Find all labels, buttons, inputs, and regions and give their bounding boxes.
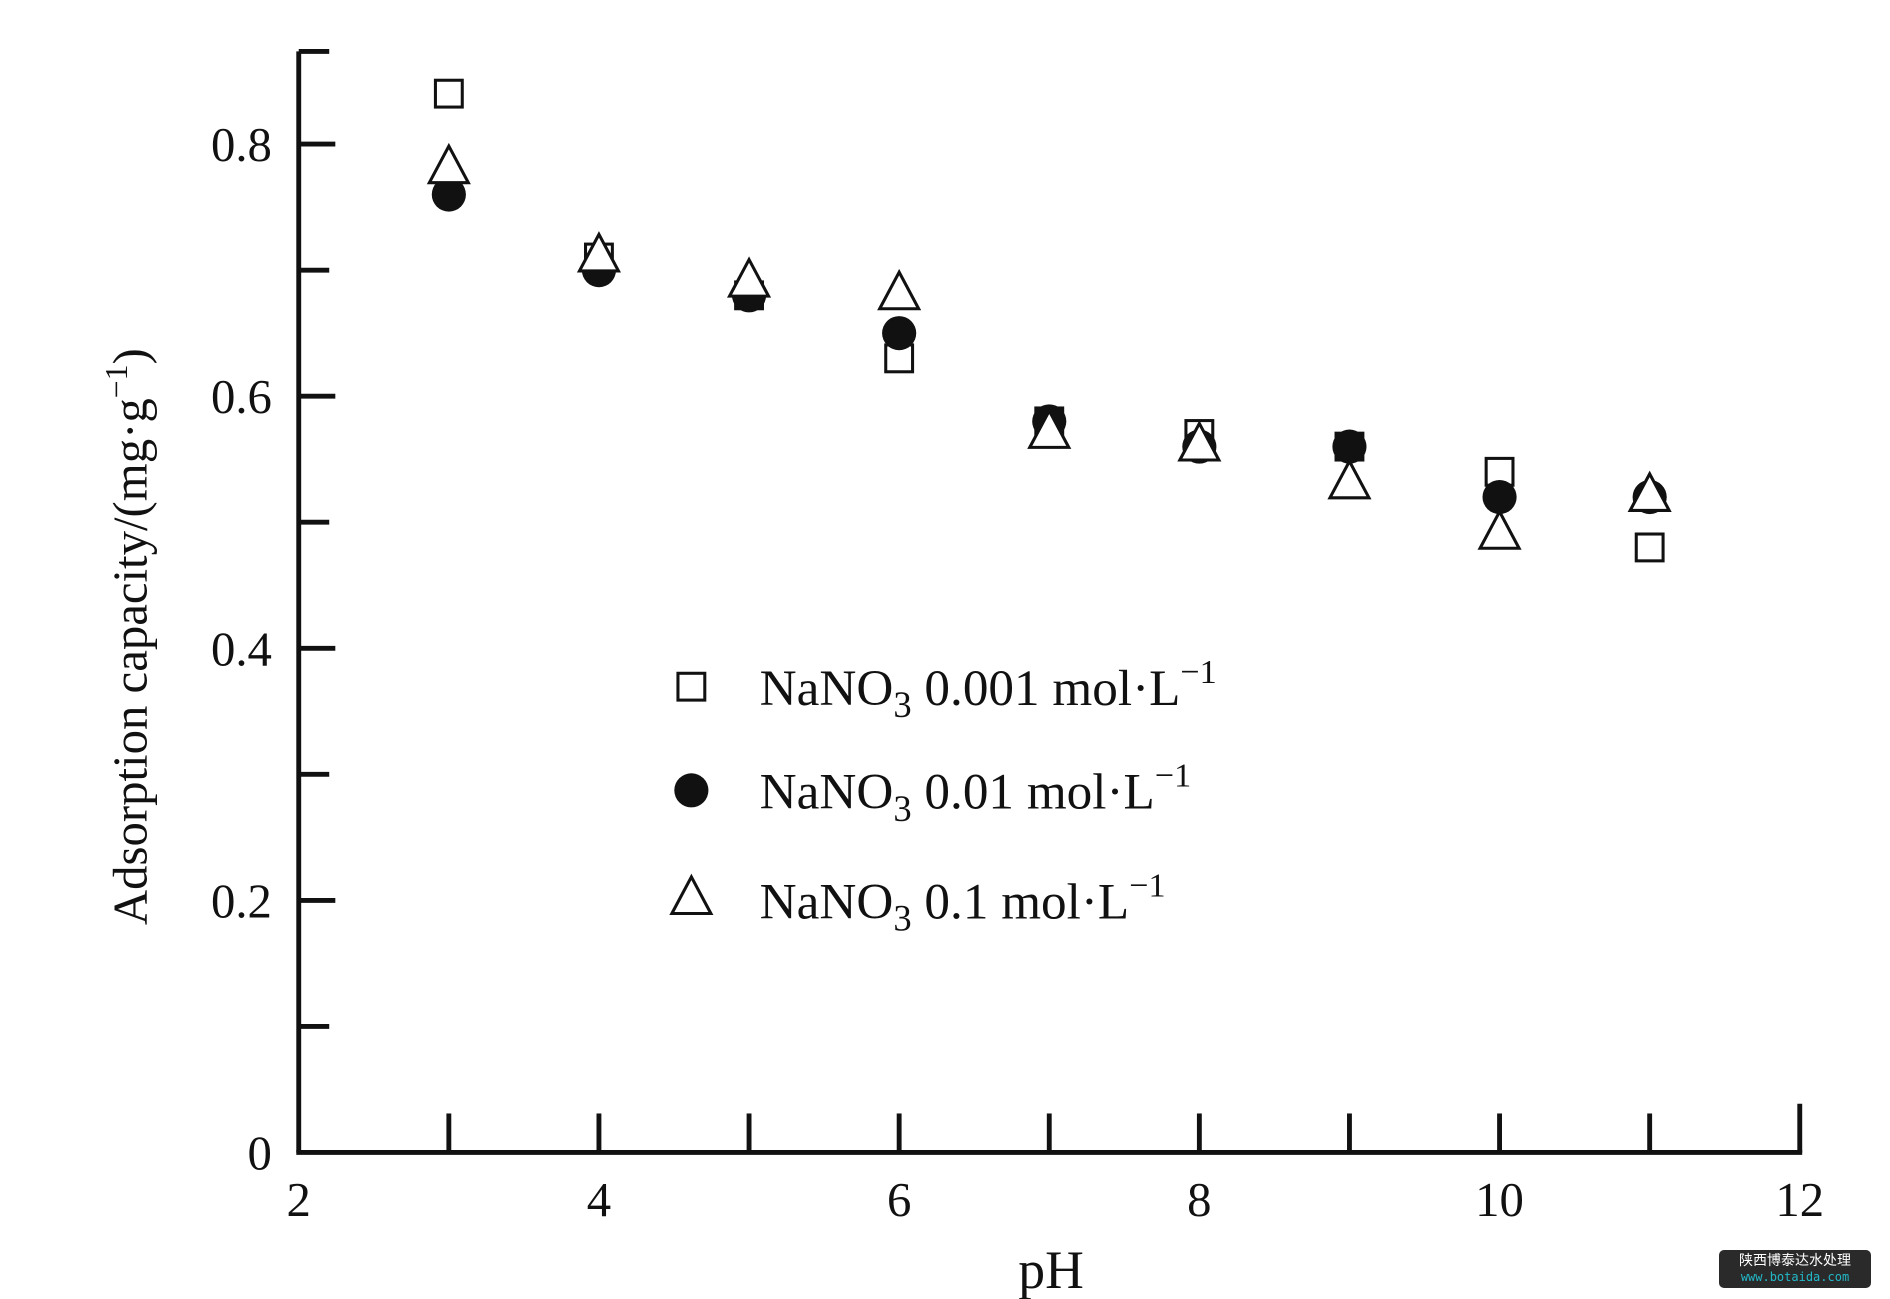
series-open-triangle bbox=[426, 142, 1672, 550]
series-filled-circle bbox=[431, 177, 1667, 515]
x-tick-label: 10 bbox=[1475, 1173, 1524, 1227]
filled-circle-point bbox=[1482, 479, 1517, 515]
x-tick-label: 8 bbox=[1187, 1173, 1211, 1227]
x-axis-label: pH bbox=[1018, 1240, 1084, 1299]
y-tick-label: 0.4 bbox=[211, 622, 272, 676]
legend-label: NaNO3 0.01 mol·L−1 bbox=[760, 758, 1191, 829]
legend-marker-filled-circle bbox=[674, 773, 709, 808]
x-tick-label: 6 bbox=[887, 1173, 911, 1227]
y-tick-label: 0.2 bbox=[211, 874, 272, 928]
filled-circle-point bbox=[1332, 429, 1367, 464]
open-triangle-point bbox=[1177, 420, 1222, 462]
open-triangle-point bbox=[1627, 470, 1672, 512]
open-triangle-point bbox=[1327, 458, 1372, 500]
watermark-url: www.botaida.com bbox=[1740, 1270, 1850, 1284]
legend-label: NaNO3 0.1 mol·L−1 bbox=[760, 867, 1166, 938]
axes: 0 0.2 0.4 0.6 0.8 2 4 6 8 10 12 bbox=[211, 48, 1824, 1227]
open-square-point bbox=[1634, 532, 1665, 563]
x-tick-label: 4 bbox=[587, 1173, 611, 1227]
filled-circle-point bbox=[882, 316, 917, 351]
filled-circle-point bbox=[431, 177, 466, 212]
legend-marker-open-square bbox=[676, 671, 707, 702]
open-triangle-point bbox=[576, 231, 621, 273]
open-triangle-point bbox=[877, 268, 922, 311]
series-open-square bbox=[433, 78, 1665, 563]
open-triangle-point bbox=[1027, 407, 1072, 449]
legend-marker-open-triangle bbox=[669, 873, 714, 916]
y-tick-label: 0.8 bbox=[211, 118, 272, 172]
y-axis-label: Adsorption capacity/(mg·g−1) bbox=[99, 348, 158, 925]
legend: NaNO3 0.001 mol·L−1 NaNO3 0.01 mol·L−1 NaN… bbox=[669, 654, 1217, 939]
legend-label: NaNO3 0.001 mol·L−1 bbox=[760, 654, 1217, 725]
open-square-point bbox=[433, 78, 464, 109]
x-tick-label: 12 bbox=[1775, 1173, 1824, 1227]
watermark-logo: 陕西博泰达水处理 www.botaida.com bbox=[1719, 1250, 1871, 1288]
y-tick-label: 0.6 bbox=[211, 370, 272, 424]
y-tick-label: 0 bbox=[248, 1127, 272, 1181]
watermark-cn: 陕西博泰达水处理 bbox=[1739, 1253, 1851, 1269]
open-triangle-point bbox=[426, 142, 471, 185]
x-tick-label: 2 bbox=[287, 1173, 311, 1227]
open-triangle-point bbox=[1477, 508, 1522, 550]
open-triangle-point bbox=[726, 256, 772, 298]
data-points bbox=[426, 78, 1672, 563]
